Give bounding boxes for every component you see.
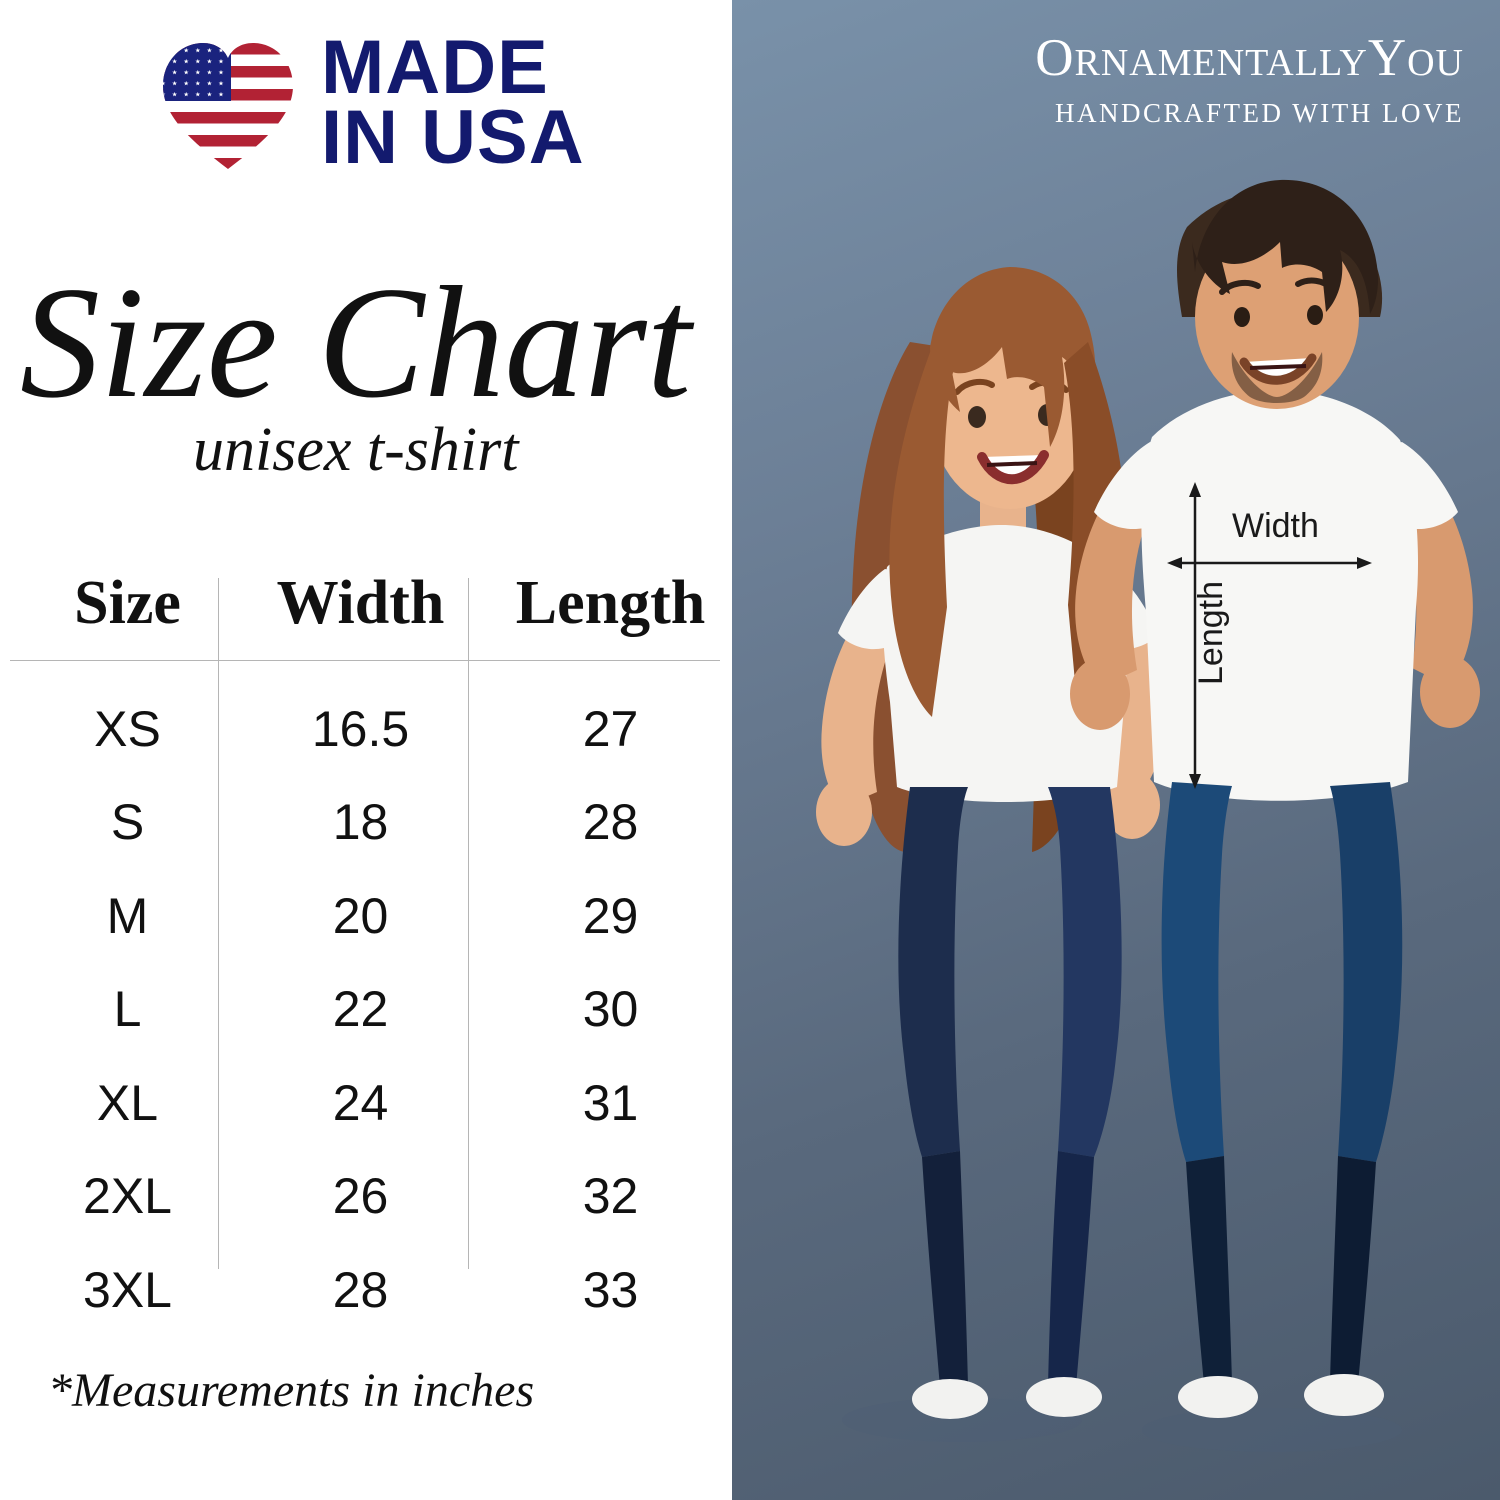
svg-text:Width: Width — [1232, 507, 1319, 545]
svg-text:Length: Length — [1192, 581, 1230, 685]
